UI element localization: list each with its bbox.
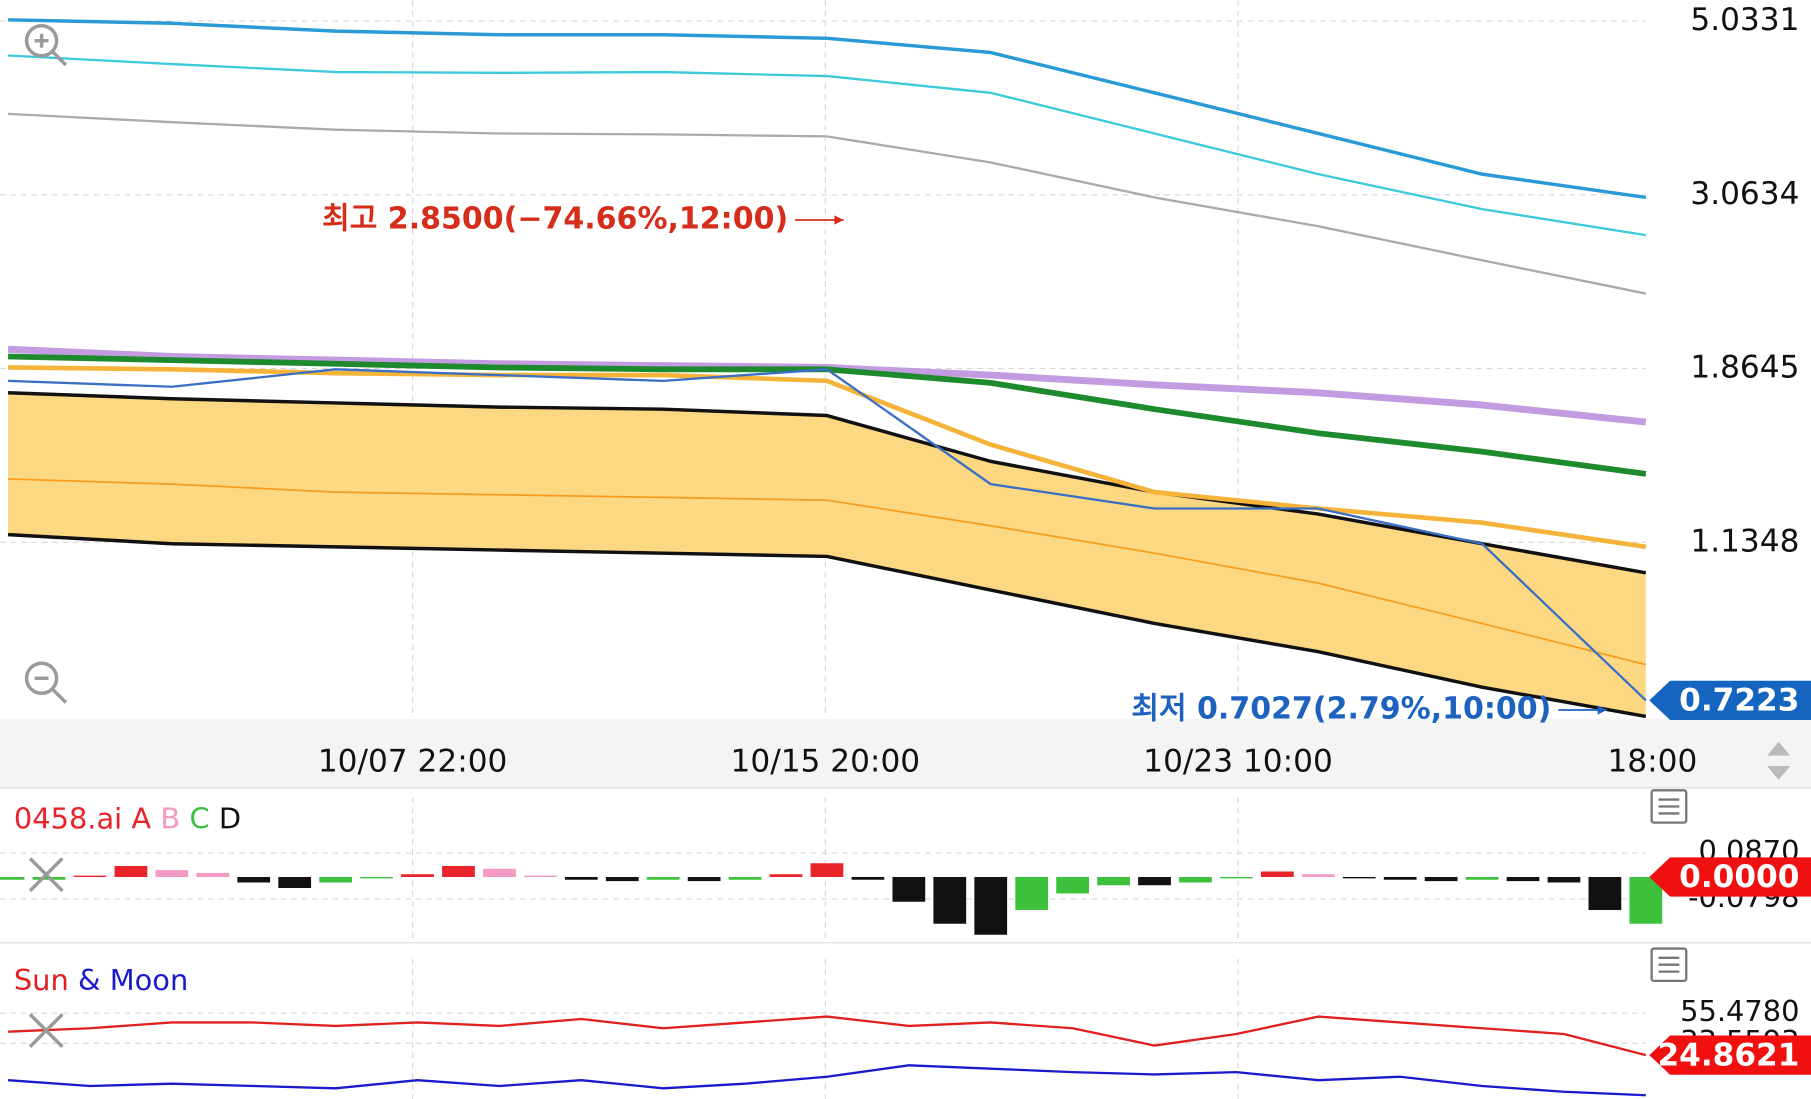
arrow-head — [1597, 705, 1607, 715]
y-tick-label: 1.1348 — [1690, 523, 1799, 559]
bar — [155, 870, 189, 877]
series-line — [8, 1064, 1646, 1097]
legend-entry: D — [219, 801, 241, 835]
zoom-out[interactable] — [24, 661, 68, 704]
bar — [810, 863, 844, 877]
bar — [646, 876, 680, 880]
price-tag — [1649, 680, 1811, 721]
bar — [687, 876, 721, 882]
bar — [237, 876, 271, 883]
annotation: 최저 0.7027(2.79%,10:00) — [1131, 692, 1551, 727]
legend-entry: Sun — [14, 963, 69, 997]
bar — [564, 876, 598, 880]
series-line — [8, 391, 1647, 575]
bar — [892, 876, 926, 902]
legend-entry: 0458.ai — [14, 801, 122, 835]
series-line — [8, 18, 1647, 200]
bar — [1097, 876, 1130, 886]
bar — [483, 868, 516, 877]
price-tag-label: 0.7223 — [1679, 683, 1799, 719]
series-line — [8, 368, 1647, 702]
series-line — [7, 532, 1647, 719]
bar — [196, 872, 230, 877]
time-axis-band — [0, 718, 1811, 789]
close-indicator[interactable] — [28, 857, 64, 893]
bar — [1629, 876, 1663, 924]
y-tick-label: 3.0634 — [1690, 176, 1799, 212]
bar — [1465, 876, 1499, 880]
arrow-head — [834, 215, 844, 225]
bar — [605, 876, 639, 882]
legend-entry: Moon — [110, 963, 189, 997]
bar — [73, 875, 107, 877]
bar — [851, 876, 885, 880]
bar — [319, 876, 353, 883]
bar — [1506, 876, 1540, 882]
bar — [442, 865, 475, 877]
price-tag-label: 24.8621 — [1657, 1037, 1799, 1073]
bar — [0, 876, 25, 880]
bar — [769, 874, 803, 877]
indicator-menu[interactable] — [1650, 789, 1688, 824]
x-tick-label: 10/07 22:00 — [318, 744, 508, 780]
bar — [1383, 876, 1417, 880]
series-line — [8, 54, 1647, 237]
bar — [278, 876, 312, 888]
legend-entry: C — [189, 801, 209, 835]
series-line — [8, 365, 1647, 550]
bar — [1588, 876, 1622, 910]
series-line — [8, 112, 1647, 295]
x-tick-label: 18:00 — [1607, 744, 1697, 780]
axis-scale-toggle[interactable] — [1767, 741, 1791, 780]
price-tag — [1649, 857, 1811, 897]
annotation: 최고 2.8500(−74.66%,12:00) — [322, 202, 788, 237]
bar — [401, 874, 434, 877]
bar — [1260, 871, 1294, 877]
bar — [1056, 876, 1090, 894]
bar — [1138, 876, 1171, 886]
bar — [1179, 876, 1212, 883]
bar — [1547, 876, 1581, 883]
bar — [1220, 876, 1253, 879]
bar — [360, 876, 393, 879]
price-tag-label: 0.0000 — [1679, 859, 1799, 895]
series-line — [8, 1015, 1647, 1057]
bar — [1424, 876, 1458, 882]
bar — [1301, 874, 1335, 877]
bar — [114, 865, 148, 877]
y-tick-label: 5.0331 — [1690, 2, 1799, 38]
band-fill — [8, 392, 1646, 717]
bar — [1342, 876, 1376, 879]
x-tick-label: 10/15 20:00 — [731, 744, 921, 780]
bar — [523, 875, 557, 877]
bar — [974, 876, 1008, 935]
legend-entry: B — [160, 801, 180, 835]
zoom-in[interactable] — [24, 23, 68, 67]
y-tick-label: 1.8645 — [1690, 350, 1799, 386]
price-tag — [1649, 1035, 1811, 1075]
series-line — [8, 478, 1647, 666]
x-tick-label: 10/23 10:00 — [1143, 744, 1333, 780]
bar — [933, 876, 967, 924]
legend-entry: A — [131, 801, 151, 835]
bar — [1015, 876, 1049, 910]
y-tick-label: 55.4780 — [1680, 994, 1799, 1028]
bar — [728, 876, 762, 880]
panel: 10/07 22:00 10/15 20:00 10/23 10:00 18:00 5.… — [0, 0, 1811, 780]
indicator-menu[interactable] — [1650, 947, 1688, 983]
legend-entry: & — [78, 963, 101, 997]
close-indicator[interactable] — [28, 1013, 64, 1048]
